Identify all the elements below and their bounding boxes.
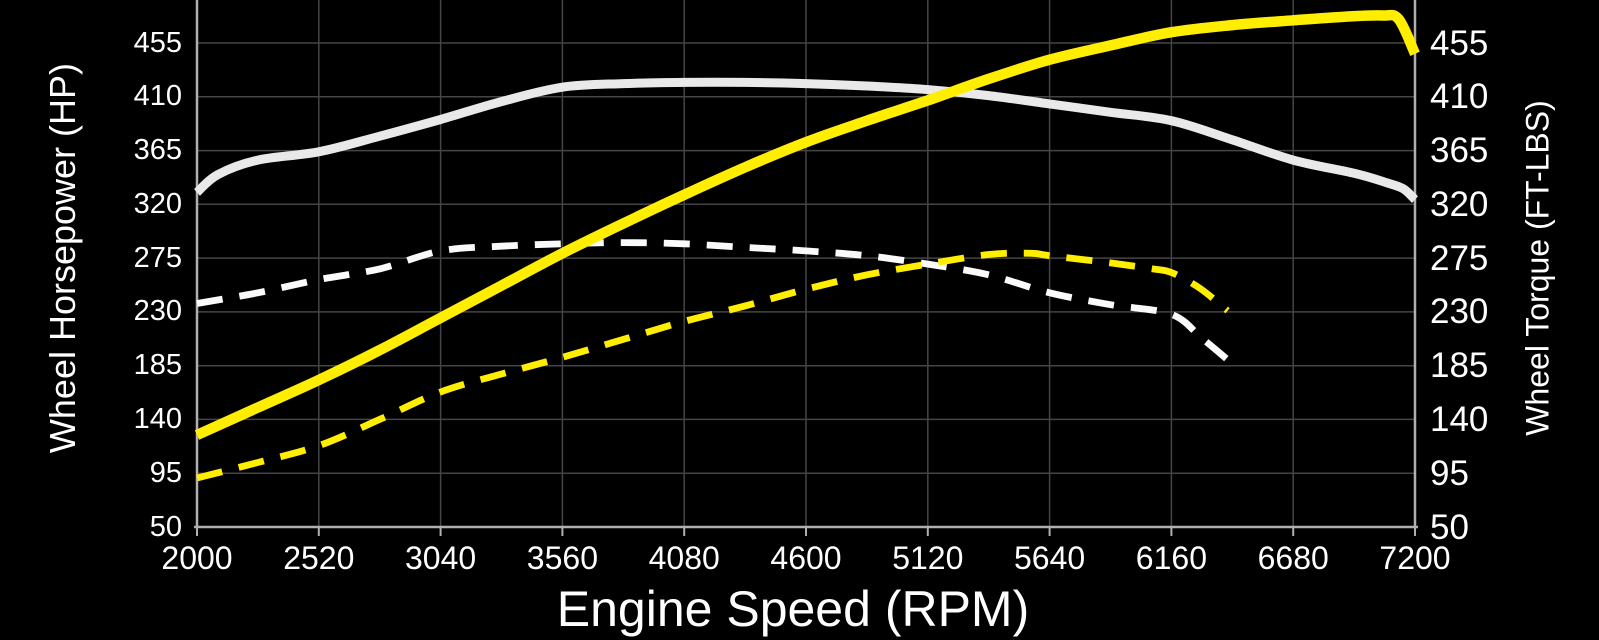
left-tick-label-365: 365 <box>133 134 182 167</box>
right-tick-label-230: 230 <box>1430 292 1489 332</box>
x-tick-label-5120: 5120 <box>892 540 964 576</box>
x-tick-label-2520: 2520 <box>283 540 355 576</box>
right-tick-label-365: 365 <box>1430 131 1489 171</box>
x-tick-label-5640: 5640 <box>1014 540 1086 576</box>
x-tick-label-3040: 3040 <box>405 540 477 576</box>
x-tick-label-6680: 6680 <box>1257 540 1329 576</box>
right-tick-label-185: 185 <box>1430 346 1489 386</box>
right-tick-label-50: 50 <box>1430 507 1469 547</box>
series-wheel-torque-dashed <box>196 239 1230 363</box>
series-wheel-torque-solid <box>193 77 1419 203</box>
right-tick-label-95: 95 <box>1430 453 1469 493</box>
left-tick-label-185: 185 <box>133 349 182 382</box>
left-tick-label-275: 275 <box>133 241 182 274</box>
left-tick-label-95: 95 <box>149 456 182 489</box>
left-tick-label-50: 50 <box>149 510 182 543</box>
left-tick-label-410: 410 <box>133 80 182 113</box>
x-tick-label-3560: 3560 <box>526 540 598 576</box>
x-tick-label-4080: 4080 <box>648 540 720 576</box>
left-tick-label-230: 230 <box>133 295 182 328</box>
right-tick-label-410: 410 <box>1430 77 1489 117</box>
right-tick-label-140: 140 <box>1430 399 1489 439</box>
left-tick-label-320: 320 <box>133 187 182 220</box>
left-axis-title: Wheel Horsepower (HP) <box>42 62 83 454</box>
left-tick-label-140: 140 <box>133 402 182 435</box>
right-tick-label-275: 275 <box>1430 238 1489 278</box>
left-tick-label-455: 455 <box>133 26 182 59</box>
right-axis-title: Wheel Torque (FT-LBS) <box>1519 100 1556 436</box>
x-tick-label-2000: 2000 <box>161 540 233 576</box>
right-tick-label-320: 320 <box>1430 184 1489 224</box>
right-tick-label-455: 455 <box>1430 23 1489 63</box>
x-tick-label-6160: 6160 <box>1135 540 1207 576</box>
x-tick-label-4600: 4600 <box>770 540 842 576</box>
x-axis-title: Engine Speed (RPM) <box>556 581 1030 637</box>
series-wheel-horsepower-solid <box>194 9 1420 440</box>
x-tick-label-7200: 7200 <box>1379 540 1451 576</box>
